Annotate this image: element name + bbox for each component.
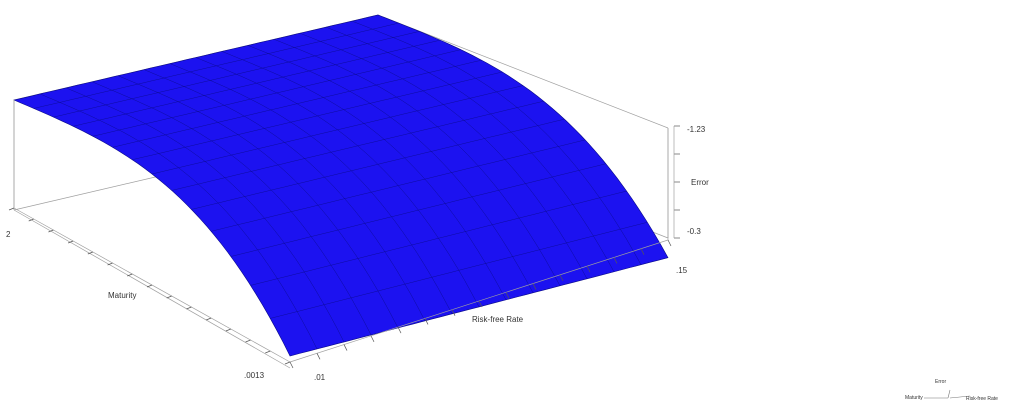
- error-surface: [13, 14, 669, 357]
- rate-tick: [289, 361, 294, 369]
- maturity-tick: [225, 328, 231, 332]
- mesh-line-rate: [195, 57, 480, 308]
- box-edge-back: [13, 209, 291, 369]
- mesh-line-rate: [325, 26, 615, 272]
- mesh-line-rate: [351, 20, 642, 265]
- surface-mesh: [33, 20, 648, 350]
- mesh-line-rate: [221, 51, 507, 300]
- orientation-label-rate: Risk-free Rate: [966, 396, 998, 402]
- maturity-tick: [245, 339, 251, 343]
- maturity-tick: [146, 284, 153, 288]
- rate-tick: [451, 309, 456, 316]
- maturity-tick-label-min: .0013: [244, 371, 265, 380]
- rate-tick: [343, 344, 348, 351]
- maturity-tick: [206, 317, 212, 321]
- rate-tick-label-min: .01: [314, 373, 326, 382]
- rate-tick: [559, 274, 564, 282]
- rate-tick: [316, 353, 321, 360]
- rate-tick-label-max: .15: [676, 266, 688, 275]
- maturity-tick: [284, 361, 291, 365]
- mesh-line-rate: [143, 69, 426, 322]
- rate-tick: [640, 248, 645, 255]
- mesh-line-rate: [91, 81, 372, 336]
- maturity-tick: [68, 240, 74, 244]
- error-axis-title: Error: [691, 178, 709, 187]
- maturity-tick: [265, 350, 271, 354]
- box-edge-top: [377, 14, 669, 129]
- orientation-legend: Error Maturity Risk-free Rate: [905, 379, 998, 402]
- rate-tick: [478, 300, 483, 308]
- rate-tick: [370, 335, 375, 343]
- mesh-line-rate: [169, 63, 453, 315]
- rate-axis-title: Risk-free Rate: [472, 315, 524, 324]
- mesh-line-rate: [117, 75, 399, 329]
- mesh-line-rate: [65, 87, 345, 343]
- rate-tick: [532, 283, 537, 290]
- maturity-tick: [8, 207, 15, 211]
- maturity-tick: [87, 251, 93, 255]
- maturity-tick: [166, 295, 172, 299]
- maturity-tick: [186, 306, 192, 310]
- rate-tick: [613, 257, 618, 264]
- error-tick-label-top: -1.23: [687, 125, 706, 134]
- orientation-label-maturity: Maturity: [905, 395, 923, 401]
- maturity-axis-title: Maturity: [108, 291, 136, 300]
- maturity-tick: [48, 229, 54, 233]
- mesh-line-rate: [273, 39, 561, 286]
- mesh-line-rate: [247, 45, 534, 293]
- rate-tick: [667, 239, 672, 247]
- rate-tick: [505, 292, 510, 299]
- maturity-tick: [28, 218, 34, 222]
- orientation-label-error: Error: [935, 379, 946, 385]
- axis-ticks: [8, 125, 680, 369]
- mesh-line-rate: [39, 93, 318, 350]
- maturity-tick: [107, 262, 113, 266]
- mesh-line-rate: [299, 32, 588, 279]
- maturity-tick-label-max: 2: [6, 230, 11, 239]
- rate-tick: [397, 326, 402, 334]
- maturity-tick: [127, 273, 133, 277]
- error-tick-label-bottom: -0.3: [687, 227, 701, 236]
- rate-tick: [424, 318, 429, 325]
- rate-tick: [586, 265, 591, 273]
